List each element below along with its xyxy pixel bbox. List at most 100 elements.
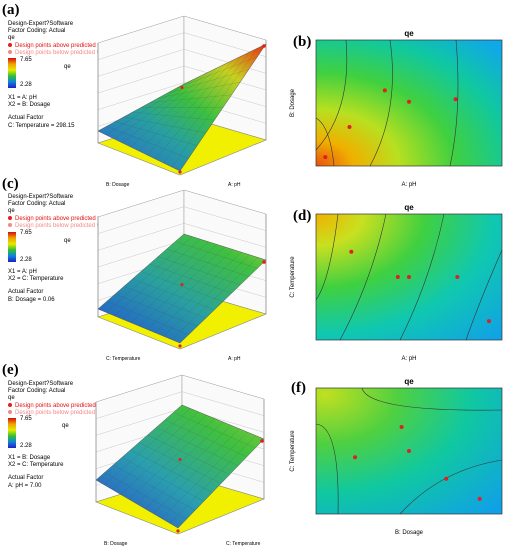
design-point	[399, 425, 404, 430]
design-point	[477, 496, 482, 501]
grid-line	[97, 65, 185, 94]
software-name: Design-Expert?Software	[8, 381, 74, 387]
surface-mesh-line	[156, 427, 239, 466]
surface-mesh-line	[175, 56, 258, 89]
surface-mesh-line	[138, 442, 222, 484]
grid-line	[97, 239, 185, 268]
surface-mesh-line	[130, 67, 217, 148]
contour-line	[361, 387, 503, 411]
surface-mesh-line	[106, 79, 193, 136]
legend-max: 7.65	[20, 57, 32, 63]
surface-mesh-line	[104, 408, 191, 485]
grid-line	[97, 206, 185, 234]
design-point	[178, 458, 182, 461]
contour-ylabel: B: Dosage	[290, 88, 296, 117]
factor-coding: Factor Coding: Actual	[8, 388, 66, 395]
surface-mesh-line	[132, 278, 215, 310]
grid-line	[181, 391, 265, 416]
x-axis-label-right: C: Temperature	[226, 541, 261, 547]
grid-line	[97, 49, 185, 77]
surface-mesh-line	[147, 59, 234, 156]
surface-mesh-line	[147, 249, 234, 330]
actual-factor-label: Actual Factor	[8, 289, 44, 296]
surface-mesh-line	[128, 418, 215, 500]
surface-mesh-line	[147, 434, 230, 475]
point-below-icon	[8, 223, 12, 228]
surface-mesh-line	[106, 236, 193, 313]
panel-a-label: (a)	[2, 2, 20, 18]
x-axis-label-left: B: Dosage	[104, 541, 128, 547]
design-point	[455, 275, 460, 279]
software-name: Design-Expert?Software	[8, 194, 74, 200]
design-point	[395, 275, 400, 279]
grid-line	[183, 223, 267, 248]
surface-mesh-line	[158, 81, 241, 99]
point-above-icon	[8, 216, 12, 221]
grid-line	[183, 206, 267, 231]
x1-label: X1 = A: pH	[8, 269, 37, 275]
surface-mesh-line	[155, 252, 242, 333]
contour-line	[399, 213, 445, 341]
point-below-icon	[8, 50, 12, 55]
surface-mesh-line	[112, 411, 199, 490]
z-axis-label: qe	[64, 64, 71, 70]
design-point	[486, 319, 491, 324]
panel-c-factors: X1 = A: pH X2 = C: Temperature Actual Fa…	[8, 269, 63, 304]
design-point	[407, 275, 411, 279]
design-point	[349, 249, 354, 254]
contour-line	[465, 249, 503, 341]
legend-below: Design points below predicted value	[8, 50, 112, 57]
fixed-factor-label: C: Temperature = 298.15	[8, 122, 75, 129]
z-axis-label: qe	[62, 423, 69, 429]
surface-mesh-line	[121, 457, 204, 502]
grid-line	[97, 32, 185, 60]
design-point	[262, 260, 266, 264]
point-below-icon	[8, 410, 12, 415]
contour-line	[315, 39, 348, 151]
surface-mesh-line	[104, 472, 187, 520]
actual-factor-label: Actual Factor	[8, 475, 44, 482]
surface-mesh-line	[171, 47, 258, 168]
grid-line	[95, 408, 183, 436]
surface-mesh-line	[122, 241, 209, 320]
legend-min: 2.28	[20, 257, 32, 263]
panel-c-info: Design-Expert?Software Factor Coding: Ac…	[8, 194, 112, 229]
response-name: qe	[8, 395, 15, 402]
surface-mesh-line	[123, 286, 206, 319]
z-axis-label: qe	[64, 238, 71, 244]
design-point	[407, 99, 411, 104]
legend-min: 2.28	[20, 443, 32, 449]
surface-mesh-line	[120, 415, 207, 495]
contour-line	[315, 117, 335, 167]
x2-label: X2 = C: Temperature	[8, 462, 64, 469]
design-point	[176, 529, 180, 533]
design-point	[444, 476, 449, 481]
panel-d-label: (d)	[293, 208, 312, 224]
surface-mesh-line	[171, 257, 258, 340]
x2-label: X2 = B: Dosage	[8, 102, 51, 109]
surface-mesh-line	[114, 239, 201, 316]
surface-mesh-line	[106, 301, 189, 335]
grid-line	[183, 49, 267, 74]
surface-mesh-line	[115, 293, 198, 327]
point-above-icon	[8, 403, 12, 408]
fixed-factor-label: A: pH = 7.00	[8, 482, 42, 489]
design-point	[407, 449, 411, 453]
surface-mesh-line	[138, 246, 226, 327]
panel-e-info: Design-Expert?Software Factor Coding: Ac…	[8, 381, 112, 416]
surface-mesh-line	[163, 254, 250, 337]
surface-mesh-line	[175, 241, 258, 269]
response-name: qe	[8, 35, 15, 42]
surface-mesh-line	[173, 412, 256, 449]
surface-mesh-line	[155, 55, 242, 160]
grid-line	[97, 82, 185, 110]
design-point	[453, 97, 458, 102]
design-point	[323, 155, 328, 160]
contour-title: qe	[404, 377, 414, 386]
x1-label: X1 = A: pH	[8, 95, 37, 101]
surface-mesh-line	[115, 121, 198, 146]
panel-e-label: (e)	[2, 362, 19, 378]
contour-line	[315, 423, 339, 515]
surface-mesh-line	[169, 435, 256, 524]
